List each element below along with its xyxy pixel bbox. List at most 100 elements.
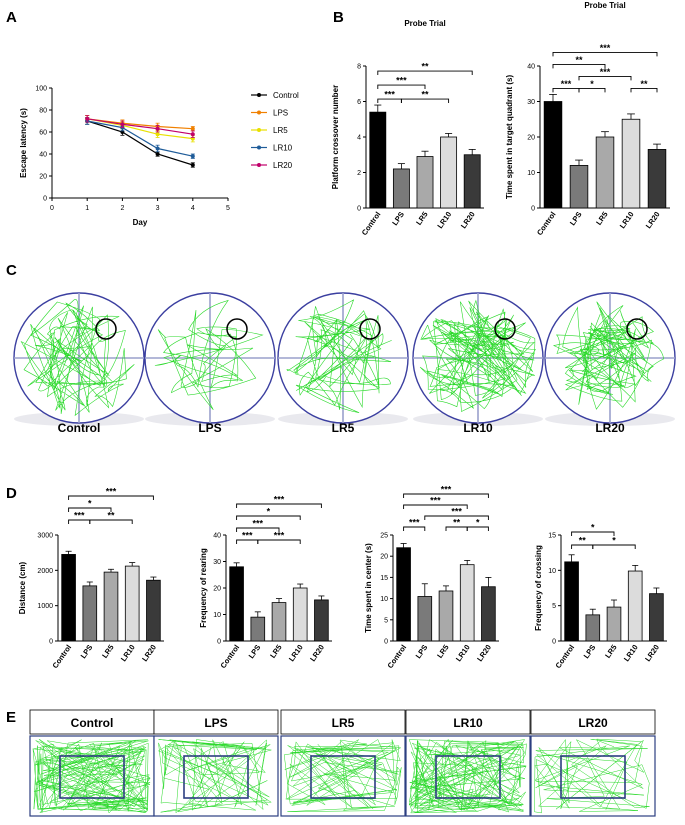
bar-lr20 xyxy=(481,586,496,642)
y-tick-label: 30 xyxy=(527,99,535,106)
category-label: Control xyxy=(360,210,383,237)
y-tick-label: 40 xyxy=(527,64,535,71)
bar-lr10 xyxy=(621,118,641,209)
category-label: LPS xyxy=(79,643,95,660)
x-axis-title: Day xyxy=(133,218,148,227)
bar-lr5 xyxy=(606,606,622,642)
legend-label: LPS xyxy=(273,109,288,118)
y-tick-label: 0 xyxy=(49,639,53,646)
category-label: LR10 xyxy=(287,643,305,663)
y-tick-label: 15 xyxy=(548,533,556,540)
category-label: Control xyxy=(219,643,242,670)
category-label: LR10 xyxy=(454,643,472,663)
bar-control xyxy=(396,547,411,642)
platform-target xyxy=(95,318,117,340)
category-label: Control xyxy=(386,643,409,670)
significance-label: *** xyxy=(600,43,611,53)
y-axis-title: Frequency of crossing xyxy=(534,545,543,631)
significance-bracket xyxy=(403,504,468,509)
bar-control xyxy=(543,101,563,209)
category-label: LR5 xyxy=(268,643,284,660)
significance-label: ** xyxy=(107,511,115,521)
category-label: LR20 xyxy=(644,210,662,230)
bar-lr5 xyxy=(271,602,287,642)
data-point xyxy=(190,132,195,137)
significance-label: ** xyxy=(579,536,587,546)
category-label: LR5 xyxy=(594,210,610,227)
bar-lr20 xyxy=(647,149,667,209)
chart-center-time: 0 5 10 15 20 25 Control LPS LR5 LR10 LR20 Time spen… xyxy=(364,485,499,670)
center-zone xyxy=(310,755,376,799)
swim-path xyxy=(286,299,392,413)
bar-lr5 xyxy=(416,156,434,209)
significance-bracket xyxy=(377,70,473,76)
y-tick-label: 10 xyxy=(213,612,221,619)
significance-label: *** xyxy=(451,507,462,517)
y-tick-label: 40 xyxy=(213,533,221,540)
platform-target xyxy=(494,318,516,340)
category-label: LPS xyxy=(414,643,430,660)
swim-path xyxy=(154,299,264,410)
y-tick-label: 10 xyxy=(548,568,556,575)
significance-label: ** xyxy=(640,79,648,89)
significance-label: *** xyxy=(430,496,441,506)
panel-letter-a: A xyxy=(6,9,17,26)
chart-platform-crossover: 0 2 4 6 8 Control LPS LR5 LR10 LR20 Platform cross… xyxy=(331,19,484,237)
movement-track xyxy=(534,738,650,814)
y-tick-label: 15 xyxy=(380,575,388,582)
x-tick-label: 0 xyxy=(50,205,54,212)
category-label: LR5 xyxy=(435,643,451,660)
legend-marker xyxy=(257,163,261,167)
arena-label: Control xyxy=(58,421,101,435)
category-label: LR5 xyxy=(414,210,430,227)
track-label: Control xyxy=(71,716,114,730)
y-tick-label: 0 xyxy=(357,206,361,213)
category-label: LR10 xyxy=(622,643,640,663)
x-tick-label: 4 xyxy=(191,205,195,212)
y-tick-label: 0 xyxy=(384,639,388,646)
bar-control xyxy=(369,111,387,209)
y-tick-label: 5 xyxy=(552,603,556,610)
significance-label: *** xyxy=(396,76,407,86)
category-label: LR20 xyxy=(643,643,661,663)
data-point xyxy=(85,116,90,121)
bar-lps xyxy=(82,585,98,642)
movement-track xyxy=(32,738,151,814)
panel-letter-c: C xyxy=(6,262,17,279)
panel-letter-d: D xyxy=(6,485,17,502)
y-tick-label: 60 xyxy=(39,130,47,137)
bar-lps xyxy=(585,614,601,642)
bar-lr5 xyxy=(438,590,454,642)
chart-title: Probe Trial xyxy=(584,1,625,10)
y-tick-label: 20 xyxy=(39,174,47,181)
label-box xyxy=(280,709,406,735)
arena-label: LR10 xyxy=(463,421,493,435)
legend-label: Control xyxy=(273,91,299,100)
series-line-lr20 xyxy=(87,118,193,135)
chart-rearing: 0 10 20 30 40 Control LPS LR5 LR10 LR20 Frequency … xyxy=(199,495,332,670)
significance-bracket xyxy=(552,63,606,69)
data-point xyxy=(155,126,160,131)
y-axis-title: Frequency of rearing xyxy=(199,548,208,628)
data-point xyxy=(155,132,160,137)
y-tick-label: 20 xyxy=(527,135,535,142)
significance-bracket xyxy=(552,51,658,57)
category-label: LR20 xyxy=(459,210,477,230)
arena-label: LR5 xyxy=(332,421,355,435)
bar-lr5 xyxy=(103,571,119,642)
center-zone xyxy=(59,755,125,799)
arena-label: LPS xyxy=(198,421,221,435)
significance-bracket xyxy=(236,503,322,508)
open-field-tracks: Control LPS LR5 LR10 LR20 xyxy=(29,709,656,817)
significance-bracket xyxy=(68,519,91,524)
legend-label: LR10 xyxy=(273,144,293,153)
swim-path xyxy=(419,299,537,412)
significance-bracket xyxy=(578,87,606,93)
significance-label: *** xyxy=(561,79,572,89)
significance-bracket xyxy=(552,87,580,93)
y-tick-label: 0 xyxy=(531,206,535,213)
y-tick-label: 0 xyxy=(217,639,221,646)
significance-label: *** xyxy=(384,90,395,100)
y-tick-label: 10 xyxy=(380,596,388,603)
significance-bracket xyxy=(466,526,489,531)
